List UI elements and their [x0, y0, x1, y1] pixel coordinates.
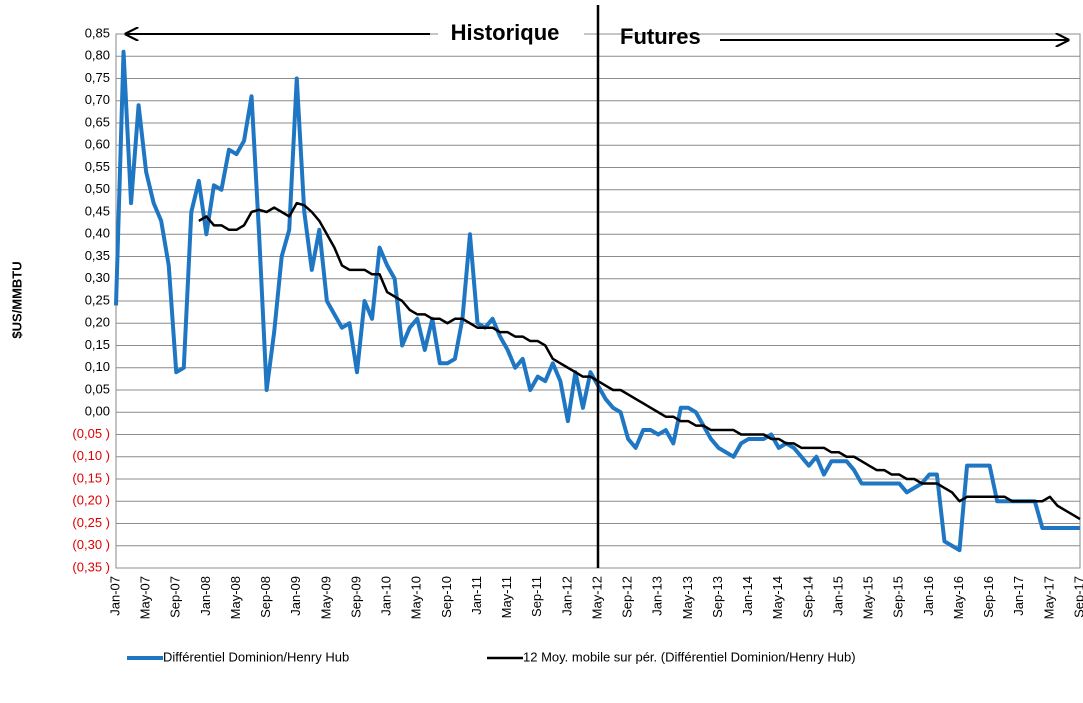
- x-tick-label: May-17: [1041, 576, 1056, 619]
- y-tick-label: 0,80: [85, 48, 110, 63]
- x-tick-label: May-16: [951, 576, 966, 619]
- x-tick-label: May-08: [228, 576, 243, 619]
- x-tick-label: Sep-17: [1071, 576, 1083, 618]
- x-tick-label: Sep-09: [348, 576, 363, 618]
- y-tick-label: 0,85: [85, 25, 110, 40]
- y-axis-title: $US/MMBTU: [9, 261, 24, 338]
- y-tick-label: 0,70: [85, 92, 110, 107]
- y-tick-label: 0,35: [85, 248, 110, 263]
- y-tick-label: 0,50: [85, 181, 110, 196]
- y-tick-label: 0,15: [85, 337, 110, 352]
- y-tick-label: 0,40: [85, 226, 110, 241]
- y-tick-label: 0,60: [85, 137, 110, 152]
- y-tick-label: 0,20: [85, 315, 110, 330]
- x-tick-label: May-14: [770, 576, 785, 619]
- y-tick-label: (0,35 ): [72, 559, 110, 574]
- x-tick-label: Jan-08: [198, 576, 213, 616]
- x-tick-label: Sep-10: [439, 576, 454, 618]
- x-tick-label: Jan-14: [740, 576, 755, 616]
- x-tick-label: Jan-07: [107, 576, 122, 616]
- x-tick-label: Sep-12: [620, 576, 635, 618]
- x-tick-label: Jan-10: [379, 576, 394, 616]
- y-tick-label: 0,75: [85, 70, 110, 85]
- x-tick-label: Jan-15: [830, 576, 845, 616]
- y-tick-label: (0,25 ): [72, 515, 110, 530]
- y-tick-label: (0,30 ): [72, 537, 110, 552]
- x-tick-label: Jan-13: [650, 576, 665, 616]
- x-tick-label: May-09: [318, 576, 333, 619]
- series-line: [198, 201, 1081, 521]
- label-bg: [438, 18, 584, 50]
- x-tick-label: Jan-17: [1011, 576, 1026, 616]
- annotation: Historique: [451, 20, 560, 45]
- x-tick-label: Sep-11: [529, 576, 544, 617]
- x-tick-label: Jan-12: [559, 576, 574, 616]
- x-tick-label: Sep-08: [258, 576, 273, 618]
- annotation: Futures: [620, 24, 701, 49]
- x-tick-label: May-12: [589, 576, 604, 619]
- y-tick-label: 0,55: [85, 159, 110, 174]
- y-tick-label: 0,65: [85, 114, 110, 129]
- y-tick-label: 0,30: [85, 270, 110, 285]
- legend-label: Différentiel Dominion/Henry Hub: [163, 649, 349, 664]
- x-tick-label: May-11: [499, 576, 514, 618]
- x-tick-label: Sep-16: [981, 576, 996, 618]
- x-tick-label: Sep-07: [168, 576, 183, 618]
- y-tick-label: 0,45: [85, 203, 110, 218]
- y-tick-label: (0,15 ): [72, 470, 110, 485]
- y-tick-label: (0,10 ): [72, 448, 110, 463]
- x-tick-label: May-15: [861, 576, 876, 619]
- x-tick-label: Jan-09: [288, 576, 303, 616]
- y-tick-label: 0,10: [85, 359, 110, 374]
- x-tick-label: Sep-15: [891, 576, 906, 618]
- y-tick-label: (0,05 ): [72, 426, 110, 441]
- x-tick-label: Jan-16: [921, 576, 936, 616]
- y-tick-label: 0,00: [85, 404, 110, 419]
- x-tick-label: Sep-14: [800, 576, 815, 618]
- y-tick-label: 0,25: [85, 292, 110, 307]
- y-tick-label: 0,05: [85, 381, 110, 396]
- y-tick-label: (0,20 ): [72, 493, 110, 508]
- x-tick-label: Sep-13: [710, 576, 725, 618]
- x-tick-label: May-07: [138, 576, 153, 619]
- x-tick-label: May-13: [680, 576, 695, 619]
- legend-label: 12 Moy. mobile sur pér. (Différentiel Do…: [523, 649, 856, 664]
- x-tick-label: May-10: [409, 576, 424, 619]
- x-tick-label: Jan-11: [469, 576, 484, 615]
